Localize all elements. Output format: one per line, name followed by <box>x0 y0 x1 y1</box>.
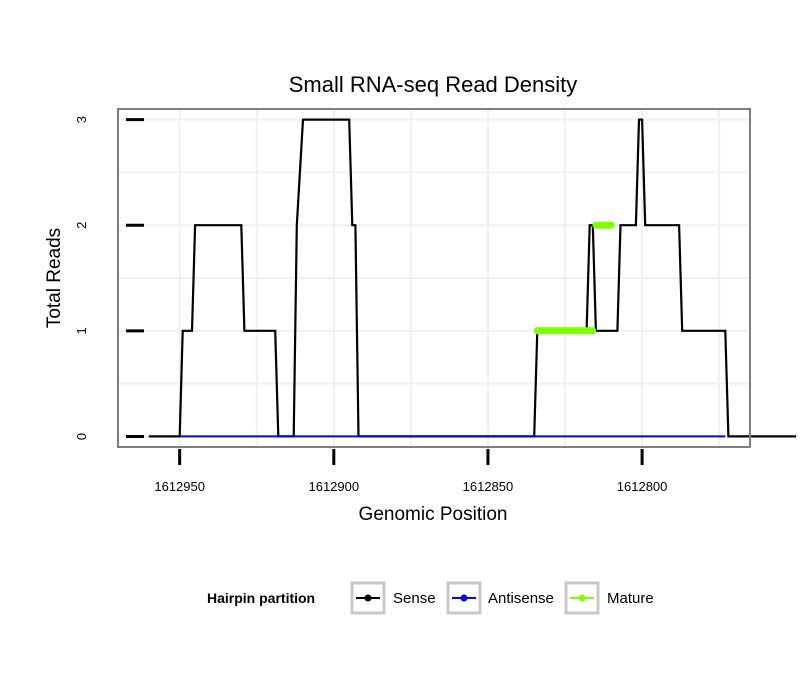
y-axis-title: Total Reads <box>44 228 65 328</box>
legend: Sense Antisense Mature <box>350 581 654 615</box>
legend-label-antisense: Antisense <box>488 590 554 607</box>
y-tick-label: 0 <box>74 433 89 440</box>
legend-title: Hairpin partition <box>207 590 315 606</box>
x-axis: 1612950 1612900 1612850 1612800 <box>154 449 667 494</box>
x-tick-label: 1612950 <box>154 479 205 494</box>
legend-label-sense: Sense <box>393 590 436 607</box>
legend-key-dot <box>364 594 372 602</box>
chart-title: Small RNA-seq Read Density <box>289 72 578 97</box>
legend-key-dot <box>460 594 468 602</box>
x-tick-label: 1612900 <box>308 479 359 494</box>
y-tick-label: 1 <box>74 327 89 334</box>
y-tick-label: 2 <box>74 222 89 229</box>
plot-border <box>117 108 751 448</box>
x-tick-label: 1612800 <box>617 479 668 494</box>
grid-lines <box>118 109 750 447</box>
x-tick-label: 1612850 <box>463 479 514 494</box>
series-layer <box>148 118 797 438</box>
legend-key-dot <box>578 594 586 602</box>
x-axis-title: Genomic Position <box>359 504 508 525</box>
legend-label-mature: Mature <box>607 590 654 607</box>
y-axis: 0 1 2 3 <box>74 116 144 440</box>
y-tick-label: 3 <box>74 116 89 123</box>
